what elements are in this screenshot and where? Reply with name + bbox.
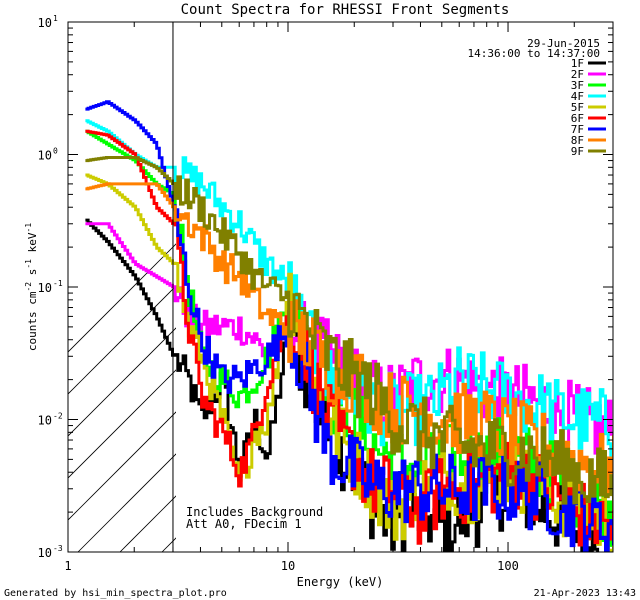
annotation-attenuator: Att A0, FDecim 1 (186, 517, 302, 531)
y-tick-label: 10 (38, 149, 52, 163)
y-axis-label-part: s (26, 269, 39, 282)
y-tick-label: 10 (38, 546, 52, 560)
y-tick-exponent: -2 (53, 412, 63, 421)
annotation-background: Includes Background (186, 505, 323, 519)
y-tick-label: 10 (38, 16, 52, 30)
y-tick-label: 10 (38, 414, 52, 428)
y-tick-exponent: 0 (53, 147, 58, 156)
x-tick-label: 1 (64, 559, 71, 573)
y-tick-exponent: -1 (53, 279, 63, 288)
y-axis-label-part: counts cm (26, 291, 39, 351)
legend-label: 9F (571, 145, 584, 158)
legend-label: 1F (571, 57, 584, 70)
y-axis-label: counts cm-2 s-1 keV-1 (24, 223, 39, 351)
x-tick-label: 10 (281, 559, 295, 573)
legend-label: 6F (571, 112, 584, 125)
y-axis-label-exp: -1 (24, 223, 33, 233)
y-axis-label-part: keV (26, 232, 39, 259)
series-layer (85, 100, 613, 552)
x-tick-label: 100 (497, 559, 519, 573)
footer-generated: Generated by hsi_min_spectra_plot.pro (4, 588, 227, 599)
legend-label: 3F (571, 79, 584, 92)
legend-label: 8F (571, 134, 584, 147)
hatch-line (624, 0, 640, 552)
hatch-line (68, 411, 176, 521)
y-tick-label: 10 (38, 281, 52, 295)
hatch-line (77, 453, 176, 552)
y-tick-exponent: -3 (53, 544, 63, 553)
series-line-9F (85, 156, 613, 511)
y-axis-label-exp: -2 (24, 282, 33, 292)
date-label: 29-Jun-2015 (527, 37, 600, 50)
y-axis-label-exp: -1 (24, 259, 33, 269)
y-tick-exponent: 1 (53, 14, 58, 23)
legend-label: 7F (571, 123, 584, 136)
legend-label: 4F (571, 90, 584, 103)
hatch-line (68, 369, 176, 479)
legend-label: 2F (571, 68, 584, 81)
time-range-label: 14:36:00 to 14:37:00 (468, 47, 600, 60)
chart-title: Count Spectra for RHESSI Front Segments (181, 2, 510, 18)
x-axis-label: Energy (keV) (297, 575, 384, 589)
legend-label: 5F (571, 101, 584, 114)
footer-date: 21-Apr-2023 13:43 (534, 588, 636, 599)
